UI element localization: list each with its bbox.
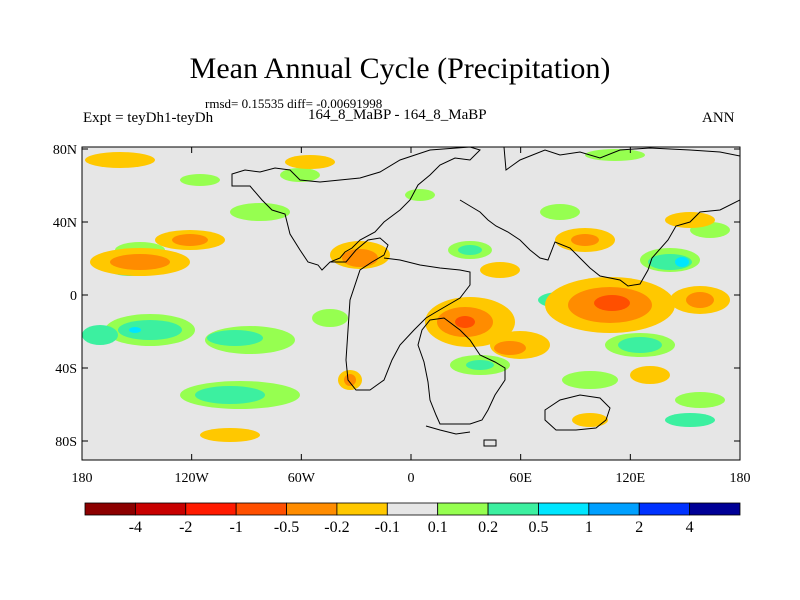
season-label: ANN [702,110,735,126]
colorbar-swatch [185,502,237,516]
colorbar-swatch [689,502,741,516]
colorbar-swatch [386,502,439,516]
colorbar-swatch [134,502,187,516]
positive-anomaly-strong [129,257,689,333]
colorbar-swatch [588,502,640,516]
lat-tick-label: 80N [53,143,77,158]
colorbar-label: 4 [686,519,694,536]
colorbar-label: 0.2 [478,519,498,536]
anomaly-field [82,147,740,447]
lat-tick-label: 0 [70,289,77,304]
longitude-ticks: 180 120W 60W 0 60E 120E 180 [72,147,751,486]
colorbar-swatch [84,502,136,516]
colorbar-label: -0.1 [375,519,400,536]
colorbar-label: -0.5 [274,519,299,536]
lat-tick-label: 40N [53,216,77,231]
colorbar-swatch [487,502,539,516]
lon-tick-label: 120W [175,471,210,486]
rmsd-diff-stats: rmsd= 0.15535 diff= -0.00691998 [205,96,383,111]
lon-tick-label: 180 [72,471,93,486]
colorbar-label: 0.1 [428,519,448,536]
colorbar-label: -2 [179,519,192,536]
lon-tick-label: 120E [616,471,646,486]
colorbar-label: 1 [585,519,593,536]
latitude-ticks: 80N 40N 0 40S 80S [53,143,740,450]
colorbar-label: -1 [229,519,242,536]
plot-title: Mean Annual Cycle (Precipitation) [189,52,611,85]
colorbar-label: 0.5 [528,519,548,536]
colorbar-label: -0.2 [324,519,349,536]
colorbar: -4 -2 -1 -0.5 -0.2 -0.1 0.1 0.2 0.5 1 2 4 [84,502,741,536]
colorbar-label: 2 [635,519,643,536]
lat-tick-label: 80S [55,435,77,450]
colorbar-swatch [235,502,287,516]
colorbar-swatch [437,502,489,516]
lon-tick-label: 60W [288,471,316,486]
negative-anomaly-strong [455,295,630,328]
colorbar-label: -4 [129,519,142,536]
colorbar-swatch [638,502,691,516]
period-label: 164_8_MaBP - 164_8_MaBP [308,107,487,123]
colorbar-swatch [286,502,338,516]
lon-tick-label: 60E [509,471,532,486]
colorbar-swatch [336,502,388,516]
lat-tick-label: 40S [55,362,77,377]
coastlines [231,147,740,447]
lon-tick-label: 180 [730,471,751,486]
colorbar-swatch [538,502,590,516]
experiment-label: Expt = teyDh1-teyDh [83,110,214,126]
lon-tick-label: 0 [408,471,415,486]
